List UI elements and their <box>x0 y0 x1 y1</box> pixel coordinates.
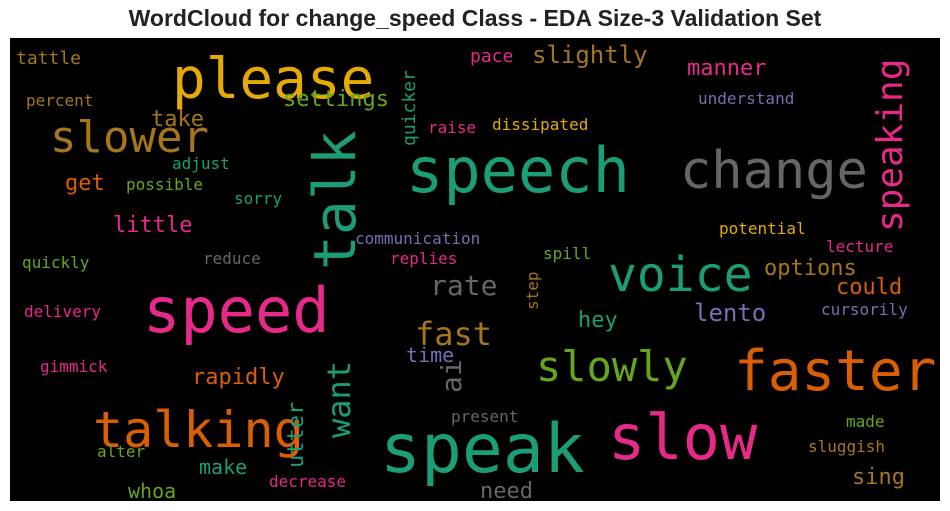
word-spill: spill <box>543 244 591 263</box>
word-voice: voice <box>608 247 753 303</box>
word-speed: speed <box>143 274 330 347</box>
word-present: present <box>451 407 518 426</box>
word-get: get <box>65 171 105 196</box>
word-quicker: quicker <box>399 70 420 146</box>
wordcloud-canvas: please speech change speaking slower talk spee… <box>10 38 940 501</box>
word-make: make <box>199 455 247 479</box>
word-tattle: tattle <box>16 48 81 69</box>
word-rapidly: rapidly <box>192 365 285 390</box>
word-lecture: lecture <box>826 237 893 256</box>
word-sorry: sorry <box>234 189 283 208</box>
word-little: little <box>113 213 192 238</box>
word-utter: utter <box>284 402 309 468</box>
word-pace: pace <box>470 46 513 67</box>
word-slightly: slightly <box>532 41 648 69</box>
word-dissipated: dissipated <box>492 115 588 134</box>
word-lento: lento <box>694 299 766 327</box>
word-slower: slower <box>50 112 209 163</box>
word-faster: faster <box>734 339 936 404</box>
word-change: change <box>680 141 868 201</box>
word-take: take <box>151 107 204 132</box>
word-gimmick: gimmick <box>40 357 108 376</box>
word-speaking: speaking <box>870 59 911 232</box>
word-cursorily: cursorily <box>821 300 908 319</box>
word-slowly: slowly <box>536 342 688 391</box>
word-communication: communication <box>355 229 480 248</box>
word-please: please <box>172 47 374 112</box>
word-slow: slow <box>608 401 758 474</box>
word-talking: talking <box>93 401 304 459</box>
word-sing: sing <box>852 465 905 490</box>
word-options: options <box>764 256 857 281</box>
word-manner: manner <box>687 56 766 81</box>
word-potential: potential <box>719 219 806 238</box>
chart-title: WordCloud for change_speed Class - EDA S… <box>128 5 822 31</box>
word-want: want <box>320 361 358 438</box>
word-ai: ai <box>435 359 468 393</box>
word-speech: speech <box>406 134 630 207</box>
word-adjust: adjust <box>172 154 230 173</box>
word-settings: settings <box>283 87 389 112</box>
word-need: need <box>480 479 533 501</box>
word-time: time <box>406 343 454 367</box>
word-speak: speak <box>380 410 585 489</box>
wordcloud-svg: please speech change speaking slower talkspee… <box>16 41 936 501</box>
word-sluggish: sluggish <box>808 437 885 456</box>
word-delivery: delivery <box>24 302 101 321</box>
word-made: made <box>846 412 885 431</box>
word-decrease: decrease <box>269 472 346 491</box>
word-replies: replies <box>390 249 457 268</box>
word-whoa: whoa <box>128 479 176 501</box>
word-reduce: reduce <box>203 249 261 268</box>
word-alter: alter <box>97 442 146 461</box>
word-hey: hey <box>578 308 618 333</box>
word-could: could <box>836 275 902 300</box>
word-raise: raise <box>428 118 476 137</box>
word-rate: rate <box>430 269 497 302</box>
word-fast: fast <box>415 315 492 353</box>
word-percent: percent <box>26 91 93 110</box>
word-understand: understand <box>698 89 794 108</box>
word-possible: possible <box>126 175 203 194</box>
word-quickly: quickly <box>22 253 90 272</box>
word-step: step <box>523 271 542 310</box>
word-talk: talk <box>301 130 369 270</box>
